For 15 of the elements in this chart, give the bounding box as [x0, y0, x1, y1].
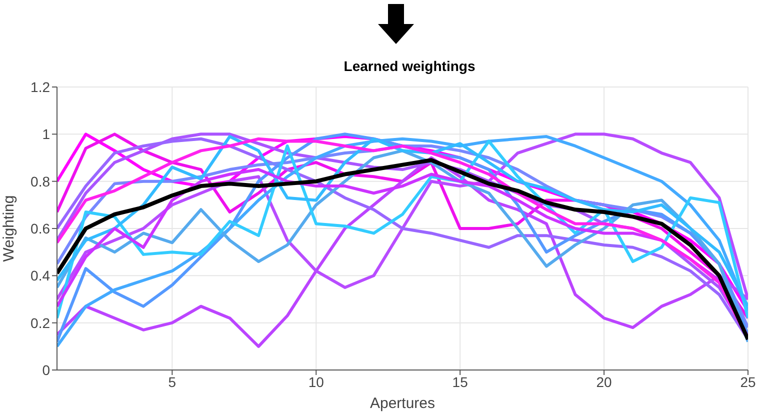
y-tick-label: 0.8	[30, 173, 50, 190]
y-tick-label: 1	[42, 126, 50, 142]
x-tick-label: 10	[308, 374, 324, 390]
y-tick-label: 0.2	[30, 314, 50, 331]
chart-title: Learned weightings	[342, 58, 476, 74]
x-tick-label: 5	[168, 374, 176, 390]
x-tick-label: 25	[740, 374, 756, 390]
y-tick-label: 0.6	[30, 220, 50, 236]
y-tick-label: 0.4	[30, 268, 50, 284]
x-tick-label: 20	[596, 374, 612, 390]
y-tick-label: 1.2	[30, 78, 50, 95]
y-tick-label: 0	[42, 362, 50, 378]
y-axis-title: Weighting	[0, 195, 18, 262]
x-tick-label: 15	[452, 374, 468, 390]
x-axis-title: Apertures	[370, 395, 436, 412]
